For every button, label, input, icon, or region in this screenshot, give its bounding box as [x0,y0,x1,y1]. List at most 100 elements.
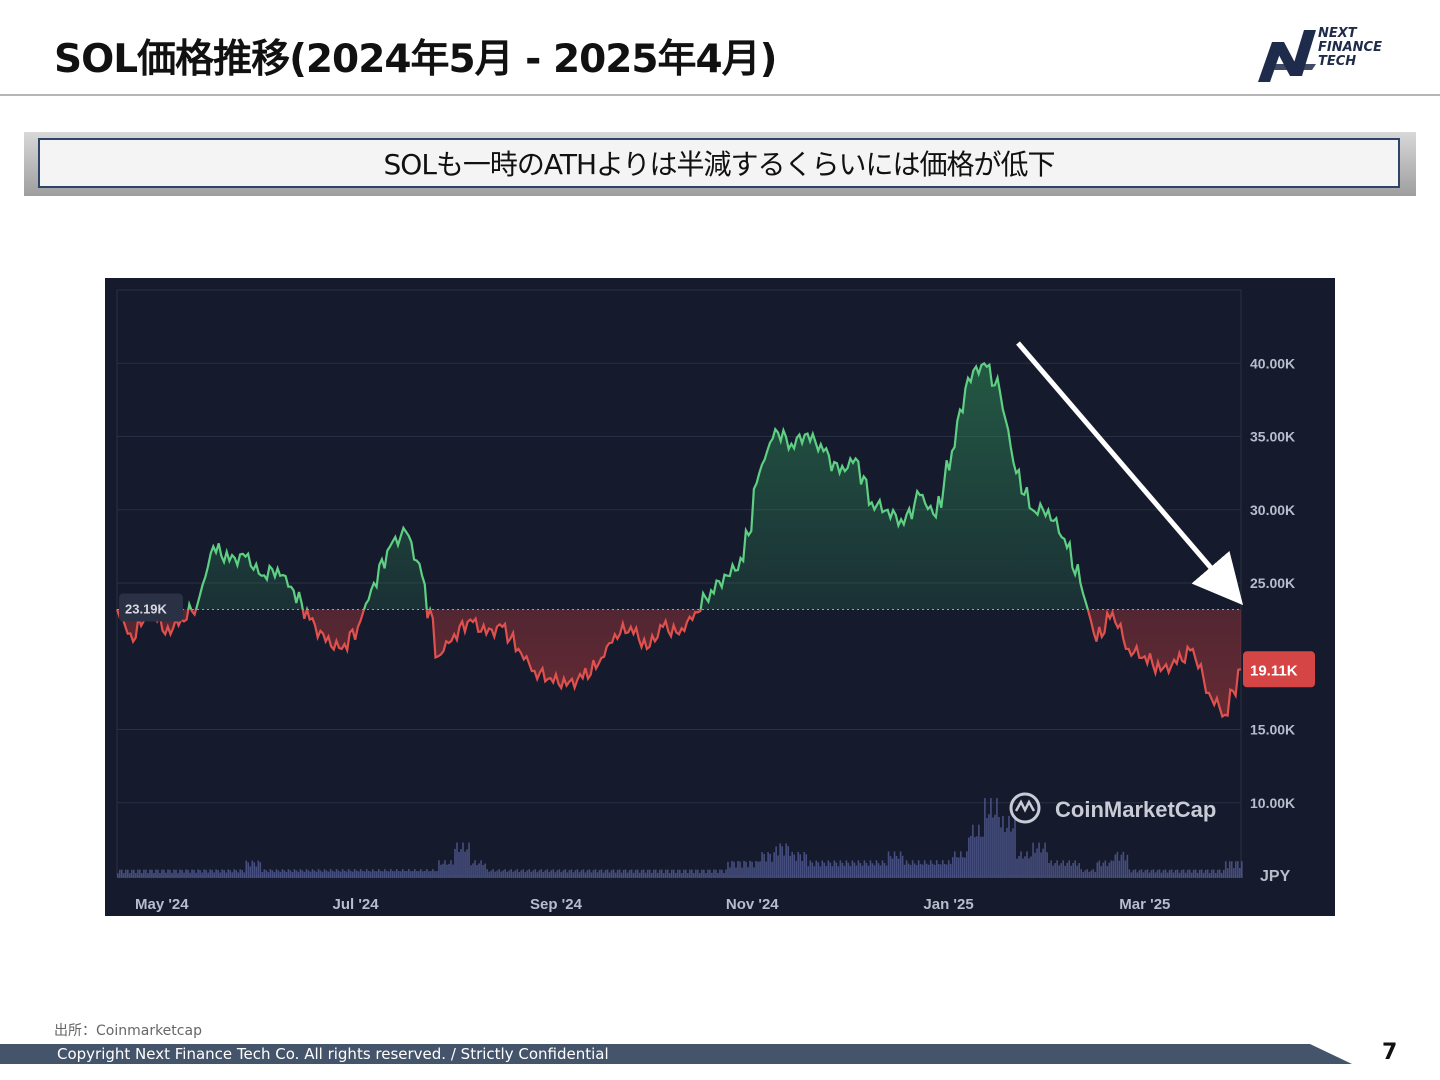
volume-bar [815,860,818,878]
price-area-down [117,609,1241,717]
volume-bar [460,849,462,878]
volume-bar [1224,861,1227,878]
volume-bar [666,869,669,878]
volume-bar [1230,861,1233,878]
volume-bar [1182,869,1185,878]
volume-bar [867,865,870,878]
volume-bar [480,860,482,878]
volume-bar [335,869,338,878]
volume-bar [189,872,191,878]
volume-bar [777,855,779,878]
volume-bar [586,870,589,878]
volume-bar [235,870,238,878]
volume-bar [155,869,157,878]
volume-bar [927,864,930,878]
volume-bar [476,865,478,878]
volume-bar [851,860,854,878]
volume-bar [544,870,547,878]
volume-bar [402,869,404,878]
volume-bar [199,869,201,878]
volume-bar [715,869,717,878]
volume-bar [576,869,579,878]
volume-bar [363,871,366,878]
volume-bar [622,869,625,878]
volume-bar [1006,827,1008,878]
volume-bar [821,860,824,878]
volume-bar [584,872,587,878]
volume-bar [297,871,300,878]
volume-bar [558,869,561,878]
volume-bar [131,869,133,878]
volume-bar [351,871,354,878]
volume-bar [165,872,167,878]
volume-bar [626,872,629,878]
volume-bar [662,873,665,878]
volume-bar [119,869,121,878]
volume-bar [943,863,946,878]
volume-bar [578,872,581,878]
price-area-up [117,363,1088,610]
volume-bar [1174,870,1177,878]
volume-bar [1056,860,1058,878]
volume-bar [430,871,432,878]
volume-bar [145,869,147,878]
volume-bar [913,863,916,878]
volume-bar [1092,869,1095,878]
volume-bar [765,861,767,878]
volume-bar [947,860,950,878]
volume-bar [779,843,781,878]
volume-bar [1060,863,1062,878]
volume-bar [893,851,896,878]
logo-text-line-3: TECH [1318,54,1357,69]
volume-bar [301,870,304,878]
volume-bar [1040,852,1042,878]
volume-bar [1014,815,1016,878]
volume-bar [434,871,436,878]
volume-bar [422,871,424,878]
volume-bar [201,872,203,878]
volume-bar [169,869,171,878]
volume-bar [418,871,420,878]
volume-bar [618,869,621,878]
volume-bar [1032,842,1034,878]
volume-bar [725,869,727,878]
volume-bar [604,869,607,878]
volume-bar [436,871,438,878]
volume-bar [674,872,677,878]
volume-bar [594,869,597,878]
volume-bar [1140,869,1143,878]
volume-bar [1198,869,1201,878]
volume-bar [974,837,976,878]
volume-bar [564,869,567,878]
volume-bar [408,869,410,878]
volume-bar [209,869,211,878]
volume-bar [751,861,753,878]
nft-logo-mark-icon [1258,30,1316,82]
volume-bar [939,864,942,878]
volume-bar [309,871,312,878]
volume-bar [1146,869,1149,878]
volume-bar [1042,848,1044,878]
volume-bar [590,872,593,878]
volume-bar [157,869,159,878]
volume-bar [747,867,749,878]
volume-bar [1096,862,1099,878]
volume-bar [1080,869,1083,878]
volume-bar [367,870,370,878]
volume-bar [327,871,330,878]
volume-bar [410,871,412,878]
volume-bar [705,873,707,878]
volume-bar [727,861,729,878]
volume-bar [793,854,796,878]
volume-bar [1138,870,1141,878]
volume-bar [602,872,605,878]
volume-bar [556,870,559,878]
volume-bar [1078,863,1081,878]
volume-bar [741,867,743,878]
currency-label: JPY [1260,868,1291,885]
volume-bar [839,860,842,878]
volume-bar [1166,872,1169,878]
volume-bar [225,872,227,878]
volume-bar [1012,828,1014,878]
volume-bar [731,860,733,878]
